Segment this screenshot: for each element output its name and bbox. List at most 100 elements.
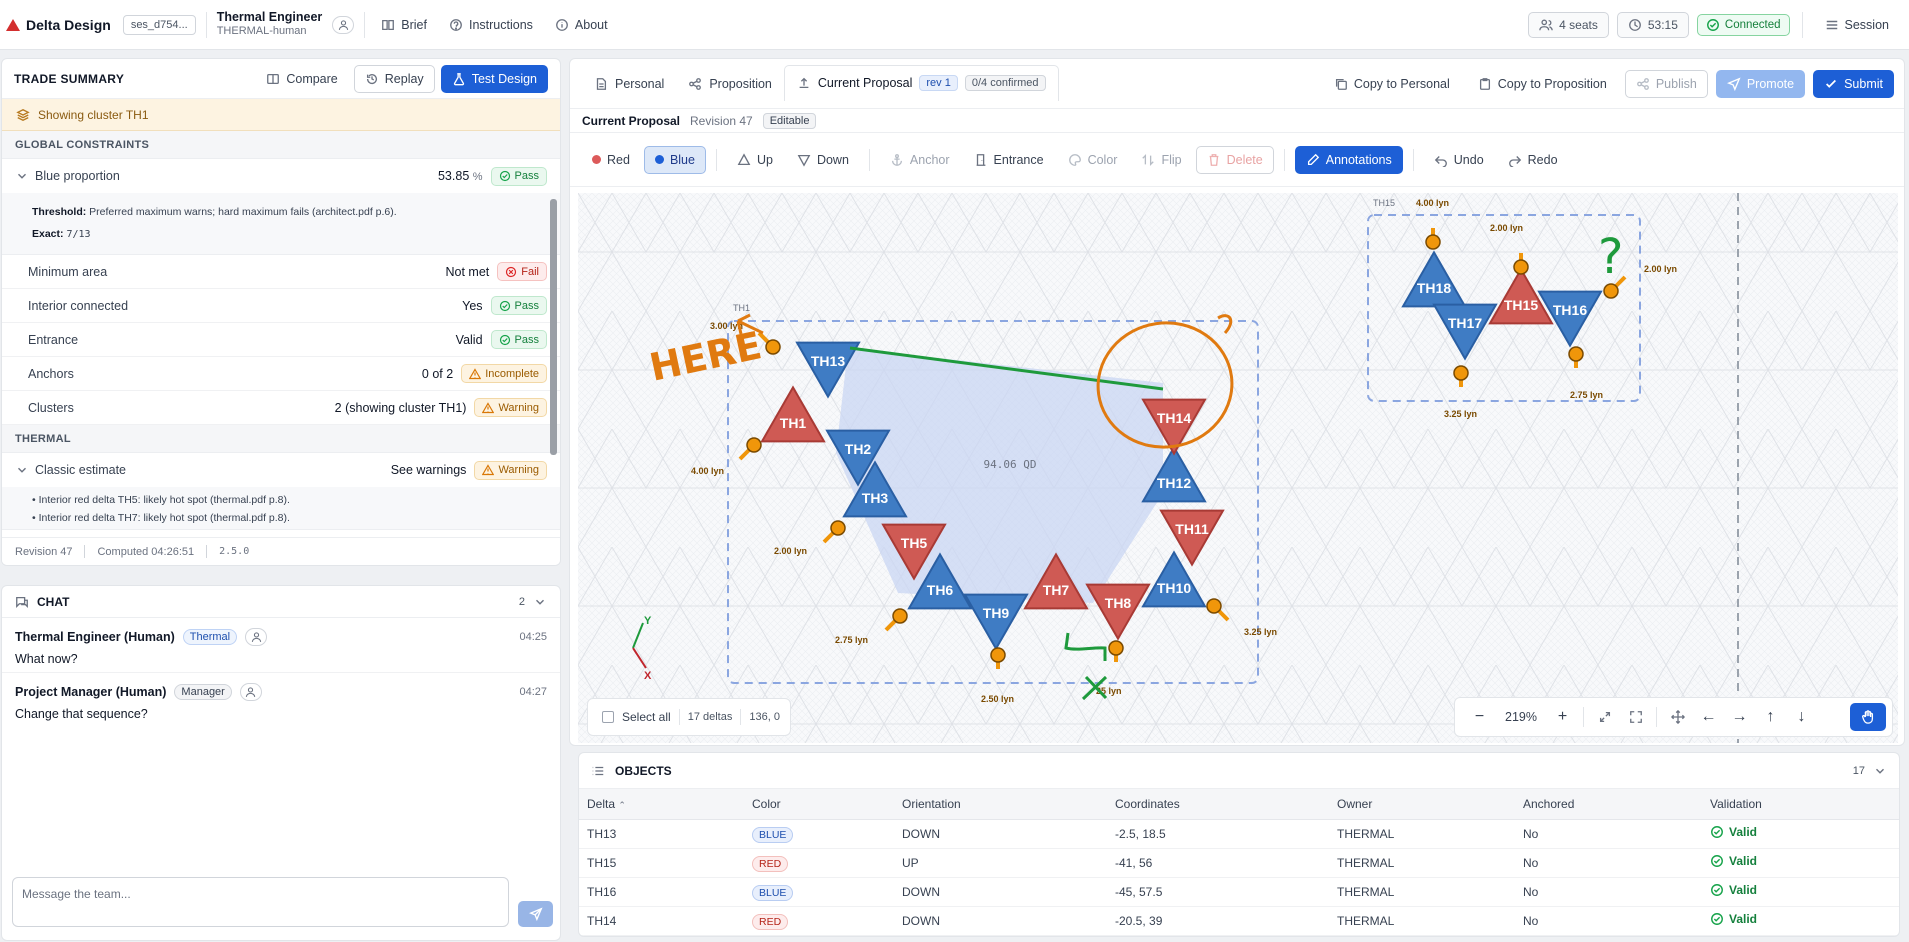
delta-shape[interactable] bbox=[963, 593, 1029, 651]
color-button[interactable]: Color bbox=[1057, 145, 1128, 174]
canvas-svg[interactable]: TH1 TH15 94.06 QD TH13 TH1 TH2 TH3 TH5 TH6 TH9… bbox=[578, 193, 1898, 743]
delta-shape[interactable] bbox=[1141, 550, 1207, 608]
anchor-point[interactable] bbox=[892, 608, 908, 624]
anchor-point[interactable] bbox=[746, 437, 762, 453]
nav-brief[interactable]: Brief bbox=[381, 18, 427, 32]
chat-header[interactable]: CHAT 2 bbox=[2, 586, 560, 618]
fit-button[interactable] bbox=[1590, 704, 1619, 730]
blue-color-button[interactable]: Blue bbox=[643, 145, 706, 174]
delta-shape[interactable] bbox=[1085, 583, 1151, 641]
tab-current-proposal[interactable]: Current Proposal rev 1 0/4 confirmed bbox=[783, 64, 1059, 101]
constraint-row[interactable]: Interior connected Yes Pass bbox=[2, 289, 560, 323]
select-all-checkbox[interactable] bbox=[602, 711, 614, 723]
column-header[interactable]: Owner bbox=[1329, 789, 1515, 820]
delta-layer[interactable]: TH13TH1TH2TH3TH5TH6TH9TH7TH8TH10TH11TH12… bbox=[691, 198, 1677, 704]
anchor-point[interactable] bbox=[1206, 598, 1222, 614]
anchor-point[interactable] bbox=[1568, 346, 1584, 362]
pan-down-button[interactable]: ↓ bbox=[1797, 708, 1806, 725]
scrollbar[interactable] bbox=[550, 199, 557, 455]
compare-button[interactable]: Compare bbox=[256, 64, 348, 93]
entrance-button[interactable]: Entrance bbox=[963, 145, 1054, 174]
constraint-row[interactable]: Anchors 0 of 2 Incomplete bbox=[2, 357, 560, 391]
pan-right-button[interactable]: → bbox=[1731, 708, 1748, 725]
anchor-point[interactable] bbox=[1108, 640, 1124, 656]
column-header[interactable]: Validation bbox=[1702, 789, 1899, 820]
pan-button[interactable] bbox=[1663, 704, 1692, 730]
down-button[interactable]: Down bbox=[786, 145, 859, 174]
delta-shape[interactable] bbox=[1432, 303, 1498, 361]
classic-estimate-row[interactable]: Classic estimate See warnings Warning bbox=[2, 453, 560, 487]
table-row[interactable]: TH13 BLUE DOWN -2.5, 18.5 THERMAL No Valid bbox=[579, 819, 1899, 849]
annotations-button[interactable]: Annotations bbox=[1294, 145, 1403, 174]
anchor-point[interactable] bbox=[1425, 234, 1441, 250]
objects-header[interactable]: OBJECTS 17 bbox=[579, 753, 1899, 789]
delta-shape[interactable] bbox=[1488, 267, 1554, 325]
anchor-point[interactable] bbox=[990, 647, 1006, 663]
fullscreen-button[interactable] bbox=[1621, 704, 1650, 730]
column-header[interactable]: Anchored bbox=[1515, 789, 1702, 820]
column-header[interactable]: Color bbox=[744, 789, 894, 820]
anchor-point[interactable] bbox=[830, 520, 846, 536]
anchor-point[interactable] bbox=[1603, 283, 1619, 299]
delta-shape[interactable] bbox=[1141, 445, 1207, 503]
anchor-point[interactable] bbox=[1453, 365, 1469, 381]
seats-indicator[interactable]: 4 seats bbox=[1528, 12, 1609, 38]
zoom-in-button[interactable]: + bbox=[1557, 708, 1568, 725]
flip-button[interactable]: Flip bbox=[1131, 145, 1192, 174]
constraint-row[interactable]: Entrance Valid Pass bbox=[2, 323, 560, 357]
anchor-button[interactable]: Anchor bbox=[879, 145, 960, 174]
session-id-badge[interactable]: ses_d754... bbox=[122, 14, 196, 35]
session-menu-button[interactable]: Session bbox=[1814, 11, 1899, 39]
delta-shape[interactable] bbox=[1159, 509, 1225, 567]
pan-left-button[interactable]: ← bbox=[1700, 708, 1717, 725]
delete-button[interactable]: Delete bbox=[1195, 145, 1274, 174]
delta-shape[interactable] bbox=[881, 523, 947, 581]
anchor-point[interactable] bbox=[765, 339, 781, 355]
delta-shape[interactable] bbox=[760, 385, 826, 443]
zoom-out-button[interactable]: − bbox=[1474, 708, 1485, 725]
table-row[interactable]: TH16 BLUE DOWN -45, 57.5 THERMAL No Valid bbox=[579, 877, 1899, 907]
delta-shape[interactable] bbox=[842, 460, 908, 518]
copy-to-proposition-button[interactable]: Copy to Proposition bbox=[1467, 69, 1617, 98]
column-header[interactable]: Orientation bbox=[894, 789, 1107, 820]
app-brand[interactable]: Delta Design bbox=[6, 17, 111, 33]
publish-button[interactable]: Publish bbox=[1624, 69, 1708, 98]
redo-button[interactable]: Redo bbox=[1497, 145, 1568, 174]
delta-shape[interactable] bbox=[907, 552, 973, 610]
nav-about[interactable]: About bbox=[555, 18, 608, 32]
nav-instructions[interactable]: Instructions bbox=[449, 18, 533, 32]
promote-button[interactable]: Promote bbox=[1715, 69, 1806, 98]
constraint-row[interactable]: Minimum area Not met Fail bbox=[2, 255, 560, 289]
tab-proposition[interactable]: Proposition bbox=[676, 67, 784, 101]
select-all-label[interactable]: Select all bbox=[622, 710, 671, 724]
delta-shape[interactable] bbox=[795, 341, 861, 399]
copy-to-personal-button[interactable]: Copy to Personal bbox=[1323, 69, 1460, 98]
chat-message-input[interactable]: Message the team... bbox=[12, 877, 509, 927]
anchor-point[interactable] bbox=[1513, 259, 1529, 275]
delta-shape[interactable] bbox=[1141, 398, 1207, 456]
tab-personal[interactable]: Personal bbox=[582, 67, 676, 101]
undo-button[interactable]: Undo bbox=[1423, 145, 1494, 174]
up-button[interactable]: Up bbox=[726, 145, 783, 174]
table-row[interactable]: TH15 RED UP -41, 56 THERMAL No Valid bbox=[579, 848, 1899, 878]
test-design-button[interactable]: Test Design bbox=[440, 64, 548, 93]
column-header[interactable]: Coordinates bbox=[1107, 789, 1329, 820]
delta-shape[interactable] bbox=[825, 429, 891, 487]
canvas-grid bbox=[578, 193, 1898, 743]
tab-bar: Personal Proposition Current Proposal rev… bbox=[570, 59, 1904, 109]
constraint-row[interactable]: Clusters 2 (showing cluster TH1) Warning bbox=[2, 391, 560, 425]
pan-up-button[interactable]: ↑ bbox=[1766, 708, 1775, 725]
axis-x-line bbox=[632, 647, 647, 669]
delta-shape[interactable] bbox=[1023, 552, 1089, 610]
red-color-button[interactable]: Red bbox=[582, 145, 640, 174]
submit-button[interactable]: Submit bbox=[1813, 69, 1894, 98]
column-header[interactable]: Delta ⌃ bbox=[579, 789, 744, 820]
delta-shape[interactable] bbox=[1537, 290, 1603, 348]
design-canvas[interactable]: TH1 TH15 94.06 QD TH13 TH1 TH2 TH3 TH5 TH6 TH9… bbox=[578, 193, 1898, 743]
send-button[interactable] bbox=[518, 901, 553, 927]
user-icon[interactable] bbox=[332, 15, 355, 34]
table-row[interactable]: TH14 RED DOWN -20.5, 39 THERMAL No Valid bbox=[579, 906, 1899, 936]
hand-tool-button[interactable] bbox=[1850, 703, 1886, 731]
replay-button[interactable]: Replay bbox=[353, 64, 435, 93]
blue-proportion-row[interactable]: Blue proportion 53.85 % Pass bbox=[2, 159, 560, 193]
